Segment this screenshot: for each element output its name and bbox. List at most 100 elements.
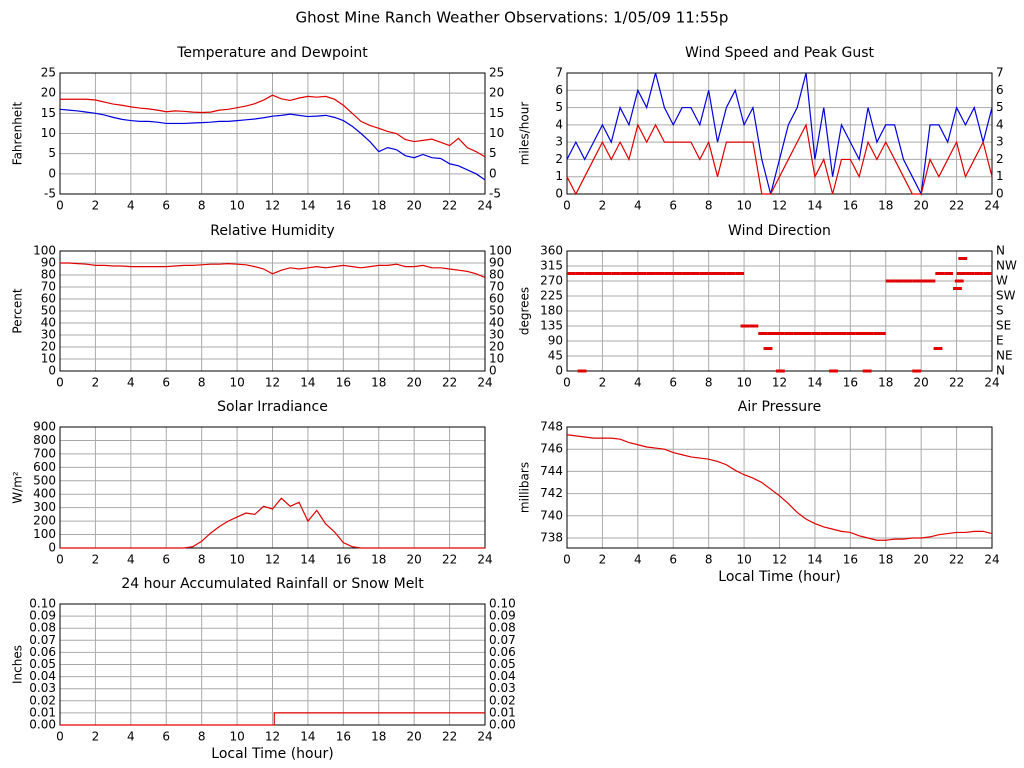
x-tick-label: 4 [127, 376, 135, 390]
direction-point [965, 272, 975, 275]
y-tick-label: 7 [555, 66, 563, 80]
y-tick-label: 5 [48, 146, 56, 160]
direction-point [829, 369, 838, 373]
y-tick-label: 0.10 [29, 597, 56, 611]
y-tick-label-right: 20 [489, 340, 504, 354]
x-tick-label: 18 [878, 553, 893, 567]
direction-point [567, 272, 576, 275]
y-tick-label: 0 [555, 187, 563, 201]
x-tick-label: 8 [705, 553, 713, 567]
chart-panel: 0 2 4 6 8 10 12 14 16 18 20 22 240.00 0.000.01 0.010.0… [11, 576, 516, 762]
direction-point [735, 272, 745, 275]
x-tick-label: 2 [92, 730, 100, 744]
x-tick-label: 0 [56, 730, 64, 744]
x-tick-label: 24 [984, 199, 999, 213]
direction-point [829, 332, 838, 335]
y-tick-label-right: 10 [489, 126, 504, 140]
y-axis-label: miles/hour [518, 102, 532, 166]
direction-point [664, 272, 674, 275]
x-tick-label: 14 [300, 199, 315, 213]
direction-point [956, 272, 966, 275]
y-tick-label-right: 25 [489, 66, 504, 80]
y-tick-label: 30 [41, 328, 56, 342]
direction-point [974, 272, 984, 275]
y-tick-label: 0.05 [29, 657, 56, 671]
x-tick-label: 18 [371, 553, 386, 567]
y-tick-label: 0 [555, 364, 563, 378]
x-tick-label: 4 [127, 730, 135, 744]
direction-point [763, 347, 773, 350]
y-tick-label: 2 [555, 152, 563, 166]
y-tick-label-right: 90 [489, 256, 504, 270]
x-tick-label: 2 [92, 199, 100, 213]
y-tick-label-right: -5 [489, 187, 501, 201]
y-tick-label: 5 [555, 100, 563, 114]
y-tick-label-right: 60 [489, 292, 504, 306]
direction-point [954, 279, 964, 283]
chart-panel: 0 2 4 6 8 10 12 14 16 18 20 22 240459013518022527031… [518, 223, 1017, 390]
plot-frame [566, 426, 993, 549]
y-tick-label-right: 4 [996, 117, 1004, 131]
direction-point [717, 272, 727, 275]
x-tick-label: 16 [336, 730, 351, 744]
y-tick-label: 740 [540, 508, 563, 522]
y-axis-label: millibars [518, 462, 532, 513]
y-tick-label: 100 [33, 527, 56, 541]
x-tick-label: 8 [198, 730, 206, 744]
direction-point [862, 369, 872, 373]
y-tick-label-right: 0.09 [489, 609, 516, 623]
x-tick-label: 24 [984, 553, 999, 567]
plot-frame [59, 72, 486, 195]
x-tick-label: 10 [736, 199, 751, 213]
x-tick-label: 18 [878, 376, 893, 390]
x-tick-label: 22 [442, 553, 457, 567]
y-tick-label: 20 [41, 86, 56, 100]
y-tick-label: 180 [540, 304, 563, 318]
y-tick-label: 0.09 [29, 609, 56, 623]
x-tick-label: 20 [407, 199, 422, 213]
plot-frame [566, 72, 993, 195]
direction-point [726, 272, 736, 275]
direction-point [958, 257, 968, 260]
y-tick-label: 60 [41, 292, 56, 306]
y2-tick-label: N [996, 244, 1005, 258]
chart-panel: 0 2 4 6 8 10 12 14 16 18 20 22 240 01 12 23 34 45 56 67 7Win… [518, 45, 1004, 213]
x-tick-label: 18 [878, 199, 893, 213]
direction-point [682, 272, 691, 275]
direction-point [673, 272, 683, 275]
data-line [60, 262, 486, 278]
data-line [566, 434, 993, 541]
y-tick-label-right: 7 [996, 66, 1004, 80]
y-tick-label: 500 [33, 473, 56, 487]
direction-point [921, 279, 931, 283]
y-tick-label: 225 [540, 289, 563, 303]
y-tick-label: 0.02 [29, 693, 56, 707]
x-tick-label: 14 [807, 199, 822, 213]
direction-point [699, 272, 709, 275]
x-tick-label: 12 [265, 553, 280, 567]
x-tick-label: 24 [477, 376, 492, 390]
y-tick-label: 0 [48, 364, 56, 378]
x-tick-label: 22 [442, 730, 457, 744]
y2-tick-label: NE [996, 349, 1013, 363]
direction-point [876, 332, 886, 335]
direction-point [935, 272, 945, 275]
chart-title: Temperature and Dewpoint [176, 45, 368, 61]
y2-tick-label: W [996, 274, 1008, 288]
x-tick-label: 0 [56, 553, 64, 567]
x-tick-label: 18 [371, 199, 386, 213]
x-tick-label: 22 [949, 553, 964, 567]
direction-point [944, 272, 954, 275]
y-tick-label: 700 [33, 446, 56, 460]
x-tick-label: 20 [914, 376, 929, 390]
data-line [59, 108, 486, 181]
x-tick-label: 0 [563, 553, 571, 567]
y-tick-label-right: 0.04 [489, 669, 516, 683]
x-tick-label: 10 [736, 376, 751, 390]
y-tick-label: 360 [540, 244, 563, 258]
direction-point [912, 369, 922, 373]
data-line [566, 122, 993, 196]
direction-point [885, 279, 895, 283]
direction-point [784, 332, 794, 335]
